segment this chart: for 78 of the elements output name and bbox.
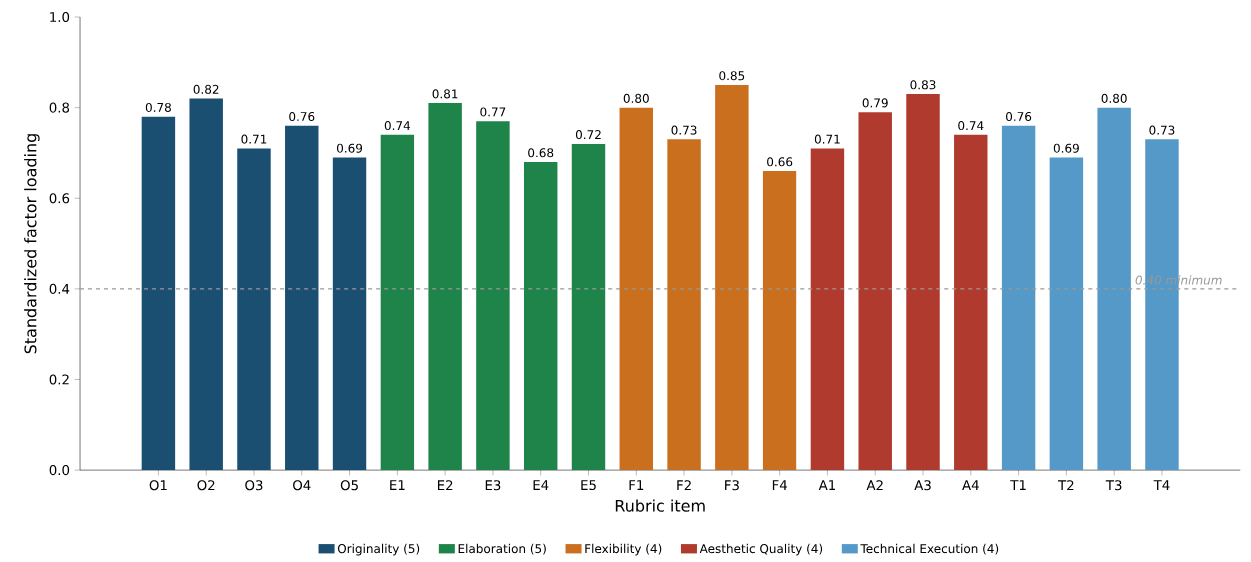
data-label: 0.69 xyxy=(1053,143,1079,153)
bar xyxy=(476,121,510,471)
x-tick-label: T2 xyxy=(1058,480,1074,490)
bar xyxy=(571,143,606,471)
x-tick-label: O5 xyxy=(340,480,358,491)
y-axis-title: Standardized factor loading xyxy=(24,134,40,354)
x-axis-title: Rubric item xyxy=(615,499,705,512)
bar xyxy=(906,93,940,471)
legend-label: Originality (5) xyxy=(337,543,420,556)
x-tick-label: A1 xyxy=(818,480,836,490)
data-label: 0.80 xyxy=(623,93,649,103)
bar xyxy=(523,161,558,471)
legend-label: Elaboration (5) xyxy=(458,543,546,555)
data-label: 0.73 xyxy=(671,125,697,135)
data-label: 0.72 xyxy=(575,130,601,140)
bar xyxy=(667,139,701,471)
data-label: 0.74 xyxy=(958,120,984,131)
data-label: 0.74 xyxy=(384,120,411,131)
data-label: 0.71 xyxy=(241,134,267,144)
x-tick-label: T3 xyxy=(1105,480,1122,491)
bar xyxy=(858,112,892,471)
x-tick-label: T1 xyxy=(1010,480,1026,490)
data-label: 0.77 xyxy=(480,107,506,117)
x-tick-label: E2 xyxy=(438,480,453,490)
bar xyxy=(285,125,319,471)
y-tick-label: 0.0 xyxy=(49,465,70,476)
x-tick-label: F1 xyxy=(629,480,644,490)
legend-label: Technical Execution (4) xyxy=(860,543,999,555)
data-label: 0.80 xyxy=(1101,93,1127,103)
x-tick-label: E5 xyxy=(581,480,596,491)
data-label: 0.79 xyxy=(862,98,888,108)
bar xyxy=(619,107,654,471)
bar xyxy=(1049,157,1084,471)
data-label: 0.73 xyxy=(1149,125,1175,135)
data-label: 0.81 xyxy=(432,89,458,99)
bar xyxy=(715,84,749,471)
data-label: 0.78 xyxy=(145,102,171,112)
x-tick-label: F3 xyxy=(725,480,739,491)
data-label: 0.71 xyxy=(814,134,840,144)
x-tick-label: E3 xyxy=(485,480,501,491)
bar xyxy=(380,134,415,471)
y-tick-label: 0.8 xyxy=(49,102,70,113)
bar xyxy=(954,134,988,471)
y-tick-label: 1.0 xyxy=(50,11,70,22)
bar xyxy=(1097,107,1131,471)
x-tick-label: E4 xyxy=(533,480,549,490)
legend-label: Flexibility (4) xyxy=(585,543,662,556)
bar xyxy=(810,148,845,471)
x-tick-label: T4 xyxy=(1153,480,1170,490)
data-label: 0.85 xyxy=(719,71,745,81)
bar xyxy=(428,103,462,471)
bar xyxy=(1001,125,1036,471)
bar xyxy=(141,116,176,471)
x-tick-label: O3 xyxy=(245,480,263,491)
data-label: 0.76 xyxy=(1006,111,1032,121)
bar xyxy=(237,148,271,471)
bar xyxy=(332,157,367,471)
x-tick-label: O4 xyxy=(293,480,311,491)
x-tick-label: F2 xyxy=(677,480,691,490)
bar xyxy=(189,98,223,471)
legend-label: Aesthetic Quality (4) xyxy=(699,543,823,556)
y-tick-label: 0.6 xyxy=(49,193,70,204)
x-tick-label: F4 xyxy=(772,480,787,490)
data-label: 0.66 xyxy=(767,157,793,167)
bar xyxy=(762,171,797,471)
data-label: 0.76 xyxy=(289,111,315,121)
x-tick-label: O2 xyxy=(197,480,215,491)
data-label: 0.69 xyxy=(336,143,363,153)
data-label: 0.68 xyxy=(528,148,554,158)
y-tick-label: 0.2 xyxy=(49,374,69,385)
y-tick-label: 0.4 xyxy=(49,283,70,294)
x-tick-label: A3 xyxy=(914,480,931,491)
x-tick-label: A2 xyxy=(866,480,883,490)
data-label: 0.83 xyxy=(910,80,936,90)
data-label: 0.82 xyxy=(193,84,219,94)
x-tick-label: A4 xyxy=(962,480,979,490)
x-tick-label: O1 xyxy=(149,480,167,491)
x-tick-label: E1 xyxy=(390,480,405,490)
